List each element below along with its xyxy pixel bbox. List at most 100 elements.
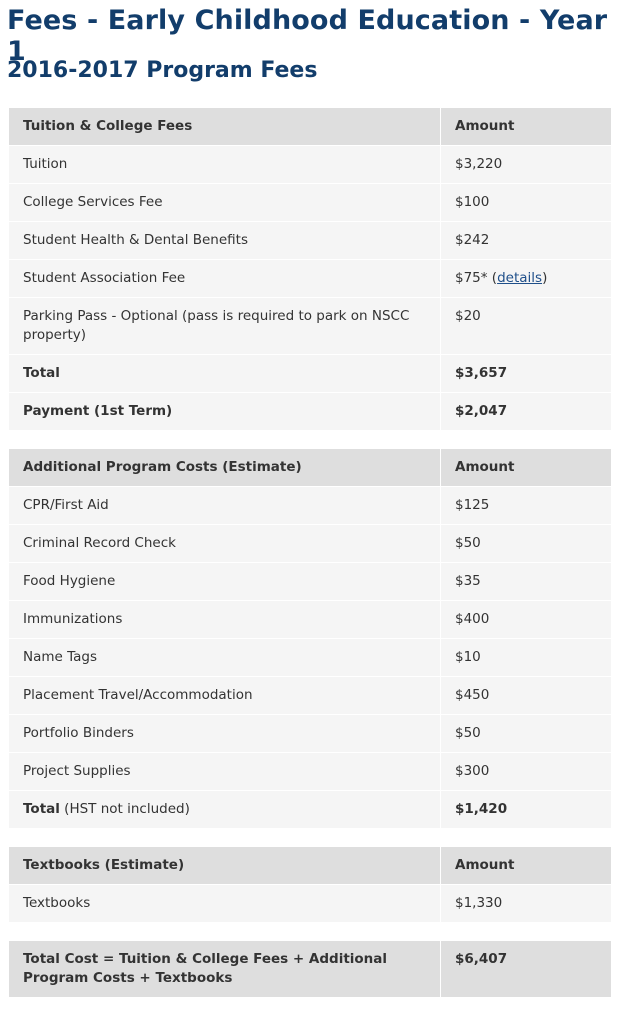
header-cell: Amount [440, 846, 612, 885]
cell-text: $242 [455, 232, 490, 248]
table-row: CPR/First Aid $125 [8, 486, 612, 525]
cell-text: Textbooks [23, 895, 91, 911]
table-cell: $50 [440, 524, 612, 563]
table-cell: $10 [440, 638, 612, 677]
table-cell: $3,220 [440, 145, 612, 184]
cell-text: Project Supplies [23, 763, 131, 779]
header-row: Textbooks (Estimate) Amount [8, 846, 612, 885]
cell-text: $3,220 [455, 156, 503, 172]
cell-text: $10 [455, 649, 481, 665]
cell-text: Student Health & Dental Benefits [23, 232, 248, 248]
fee-table: Tuition & College Fees Amount Tuition $3,22… [8, 107, 612, 431]
cell-text: $2,047 [455, 403, 508, 419]
header-row: Total Cost = Tuition & College Fees + Ad… [8, 940, 612, 998]
table-cell: Textbooks [8, 884, 441, 923]
header-cell: Amount [440, 448, 612, 487]
cell-text: Tuition [23, 156, 68, 172]
table-cell: Criminal Record Check [8, 524, 441, 563]
table-row: Project Supplies $300 [8, 752, 612, 791]
table-cell: $242 [440, 221, 612, 260]
header-cell: Tuition & College Fees [8, 107, 441, 146]
table-cell: Tuition [8, 145, 441, 184]
cell-text: $50 [455, 725, 481, 741]
table-cell: $1,420 [440, 790, 612, 829]
table-row: Name Tags $10 [8, 638, 612, 677]
table-cell: Food Hygiene [8, 562, 441, 601]
table-row: Placement Travel/Accommodation $450 [8, 676, 612, 715]
cell-text: $100 [455, 194, 490, 210]
cell-text: $300 [455, 763, 490, 779]
table-cell: Immunizations [8, 600, 441, 639]
cell-text: Total [23, 801, 60, 817]
header-row: Additional Program Costs (Estimate) Amoun… [8, 448, 612, 487]
table-cell: $100 [440, 183, 612, 222]
header-cell: Amount [440, 107, 612, 146]
table-cell: Name Tags [8, 638, 441, 677]
page: Fees {"header": {"title": "Fees - Early … [7, 5, 612, 998]
fee-table: Additional Program Costs (Estimate) Amoun… [8, 448, 612, 829]
table-row: Total $3,657 [8, 354, 612, 393]
cell-text: College Services Fee [23, 194, 163, 210]
table-cell: $75* (details) [440, 259, 612, 298]
table-cell: $300 [440, 752, 612, 791]
table-cell: Student Association Fee [8, 259, 441, 298]
table-cell: $50 [440, 714, 612, 753]
table-cell: Payment (1st Term) [8, 392, 441, 431]
table-cell: $1,330 [440, 884, 612, 923]
fee-tables: Tuition & College Fees Amount Tuition $3,22… [8, 107, 612, 1015]
fee-table: Textbooks (Estimate) Amount Textbooks $1,33… [8, 846, 612, 923]
page-body: Fees - Early Childhood Education - Year … [7, 5, 612, 998]
cell-text: Student Association Fee [23, 270, 186, 286]
table-row: Student Association Fee $75* (details) [8, 259, 612, 298]
table-cell: Total [8, 354, 441, 393]
table-row: Food Hygiene $35 [8, 562, 612, 601]
cell-text: $50 [455, 535, 481, 551]
table-row: Textbooks $1,330 [8, 884, 612, 923]
cell-text: $1,420 [455, 801, 508, 817]
table-row: Student Health & Dental Benefits $242 [8, 221, 612, 260]
table-row: Criminal Record Check $50 [8, 524, 612, 563]
cell-text: $125 [455, 497, 490, 513]
table-row: Immunizations $400 [8, 600, 612, 639]
cell-text: (HST not included) [59, 801, 190, 817]
cell-text: CPR/First Aid [23, 497, 109, 513]
cell-text: Placement Travel/Accommodation [23, 687, 253, 703]
fee-table: Total Cost = Tuition & College Fees + Ad… [8, 940, 612, 998]
cell-text: $20 [455, 308, 481, 324]
table-cell: Project Supplies [8, 752, 441, 791]
cell-text: Criminal Record Check [23, 535, 176, 551]
page-subtitle: 2016-2017 Program Fees [7, 58, 318, 83]
table-row: Payment (1st Term) $2,047 [8, 392, 612, 431]
cell-text: Immunizations [23, 611, 123, 627]
cell-text: Name Tags [23, 649, 98, 665]
table-row: Total (HST not included) $1,420 [8, 790, 612, 829]
table-cell: $2,047 [440, 392, 612, 431]
page-title: Fees - Early Childhood Education - Year … [7, 5, 608, 67]
table-cell: College Services Fee [8, 183, 441, 222]
cell-text: $1,330 [455, 895, 503, 911]
table-cell: Total (HST not included) [8, 790, 441, 829]
table-cell: $125 [440, 486, 612, 525]
cell-text: Food Hygiene [23, 573, 116, 589]
table-cell: $20 [440, 297, 612, 355]
cell-text: $400 [455, 611, 490, 627]
table-cell: $35 [440, 562, 612, 601]
table-cell: $450 [440, 676, 612, 715]
details-link[interactable]: details [497, 270, 543, 286]
table-cell: $3,657 [440, 354, 612, 393]
header-cell: Additional Program Costs (Estimate) [8, 448, 441, 487]
header-cell: Textbooks (Estimate) [8, 846, 441, 885]
header-cell: $6,407 [440, 940, 612, 998]
table-cell: Parking Pass - Optional (pass is require… [8, 297, 441, 355]
table-row: Portfolio Binders $50 [8, 714, 612, 753]
table-cell: Student Health & Dental Benefits [8, 221, 441, 260]
table-row: Tuition $3,220 [8, 145, 612, 184]
header-cell: Total Cost = Tuition & College Fees + Ad… [8, 940, 441, 998]
cell-text: Portfolio Binders [23, 725, 134, 741]
table-cell: Portfolio Binders [8, 714, 441, 753]
cell-text: Total [23, 365, 60, 381]
cell-text: $35 [455, 573, 481, 589]
cell-text: Parking Pass - Optional (pass is require… [23, 308, 410, 343]
cell-text: $75* ( [455, 270, 498, 286]
cell-text: Payment (1st Term) [23, 403, 173, 419]
